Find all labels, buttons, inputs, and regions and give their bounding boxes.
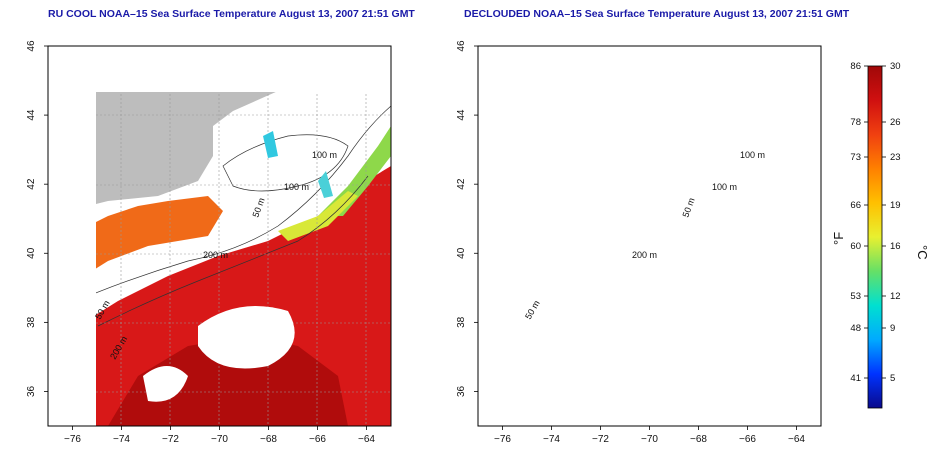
colorbar-gradient	[867, 65, 883, 409]
depth-label: 100 m	[740, 150, 765, 160]
celsius-label: °C	[915, 245, 930, 260]
y-tick-label: 42	[456, 178, 467, 190]
fahrenheit-tick: 66	[850, 200, 861, 211]
fahrenheit-tick: 48	[850, 323, 861, 334]
depth-label: 100 m	[312, 150, 337, 160]
y-tick-label: 46	[26, 40, 37, 52]
colorbar: 86 30 78 26 73 23 66 19 60 16 53 12 48 9 41 5 °F °C	[831, 61, 930, 409]
fahrenheit-tick: 41	[850, 373, 861, 384]
y-tick-label: 40	[26, 247, 37, 259]
celsius-tick: 16	[890, 241, 901, 252]
x-tick-label: −66	[309, 434, 326, 445]
y-tick-label: 44	[26, 109, 37, 121]
celsius-tick: 30	[890, 61, 901, 72]
x-tick-label: −74	[113, 434, 130, 445]
x-tick-label: −64	[358, 434, 375, 445]
right-panel-title: DECLOUDED NOAA–15 Sea Surface Temperatur…	[464, 8, 850, 20]
x-tick-label: −72	[162, 434, 179, 445]
celsius-tick: 12	[890, 291, 901, 302]
left-map-panel	[47, 45, 392, 427]
fahrenheit-label: °F	[831, 232, 846, 245]
y-tick-label: 44	[456, 109, 467, 121]
left-axes: −76 −74 −72 −70 −68 −66 −64 46 44 42 40 38 36	[26, 40, 375, 445]
y-tick-label: 40	[456, 247, 467, 259]
x-tick-label: −74	[543, 434, 560, 445]
fahrenheit-tick: 73	[850, 152, 861, 163]
depth-label: 100 m	[712, 182, 737, 192]
y-tick-label: 46	[456, 40, 467, 52]
celsius-tick: 9	[890, 323, 895, 334]
celsius-tick: 23	[890, 152, 901, 163]
x-tick-label: −66	[739, 434, 756, 445]
x-tick-label: −64	[788, 434, 805, 445]
colorbar-ticks: 86 30 78 26 73 23 66 19 60 16 53 12 48 9 41 5	[850, 61, 900, 384]
x-tick-label: −68	[690, 434, 707, 445]
celsius-tick: 19	[890, 200, 901, 211]
right-map-panel	[477, 45, 822, 427]
x-tick-label: −68	[260, 434, 277, 445]
fahrenheit-tick: 60	[850, 241, 861, 252]
x-tick-label: −76	[64, 434, 81, 445]
y-tick-label: 36	[26, 385, 37, 397]
y-tick-label: 38	[456, 316, 467, 328]
x-tick-label: −70	[211, 434, 228, 445]
x-tick-label: −70	[641, 434, 658, 445]
depth-label: 50 m	[523, 299, 542, 321]
fahrenheit-tick: 78	[850, 117, 861, 128]
depth-label: 200 m	[632, 250, 657, 260]
fahrenheit-tick: 53	[850, 291, 861, 302]
y-tick-label: 38	[26, 316, 37, 328]
left-panel-title: RU COOL NOAA–15 Sea Surface Temperature …	[48, 8, 415, 20]
x-tick-label: −72	[592, 434, 609, 445]
celsius-tick: 5	[890, 373, 895, 384]
y-tick-label: 36	[456, 385, 467, 397]
right-axes: −76 −74 −72 −70 −68 −66 −64 46 44 42 40 38 36	[456, 40, 805, 445]
depth-label: 200 m	[203, 250, 228, 260]
celsius-tick: 26	[890, 117, 901, 128]
y-tick-label: 42	[26, 178, 37, 190]
fahrenheit-tick: 86	[850, 61, 861, 72]
depth-label: 50 m	[680, 196, 696, 218]
x-tick-label: −76	[494, 434, 511, 445]
depth-label: 100 m	[284, 182, 309, 192]
